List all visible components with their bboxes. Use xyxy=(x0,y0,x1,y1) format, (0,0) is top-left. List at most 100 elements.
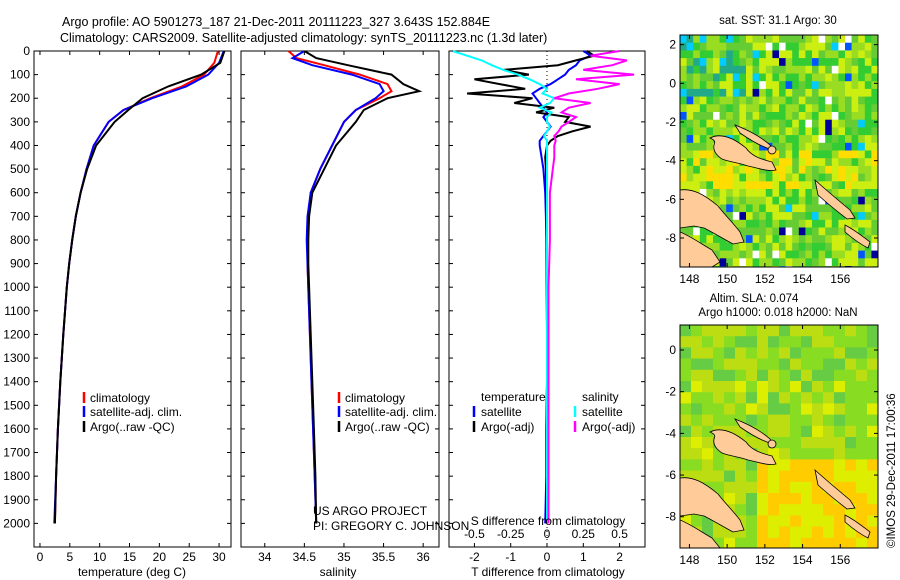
depth-tick-label: 1400 xyxy=(3,375,30,389)
sst-cell xyxy=(693,65,701,74)
sla-cell xyxy=(867,470,878,483)
sst-cell xyxy=(779,204,786,213)
sla-lat-label: -2 xyxy=(665,385,676,399)
sst-cell xyxy=(871,119,878,128)
sla-cell xyxy=(768,325,780,337)
sla-cell xyxy=(702,347,714,359)
sst-cell xyxy=(779,81,786,90)
sst-cell xyxy=(812,104,819,113)
sst-cell xyxy=(719,42,727,51)
sla-cell xyxy=(823,358,835,371)
sst-cell xyxy=(732,212,740,221)
sst-cell xyxy=(858,212,866,221)
sst-cell xyxy=(805,181,813,190)
sst-cell xyxy=(838,158,846,167)
sst-cell xyxy=(779,42,786,51)
sst-cell xyxy=(831,88,839,97)
sst-cell xyxy=(825,250,833,259)
sst-cell xyxy=(785,173,793,182)
sst-cell xyxy=(693,35,701,43)
sla-cell xyxy=(713,470,725,483)
sst-cell xyxy=(831,96,839,105)
sla-cell xyxy=(823,414,835,427)
sst-cell xyxy=(759,150,767,159)
sla-cell xyxy=(724,381,736,393)
sst-cell xyxy=(805,158,813,167)
sst-cell xyxy=(818,127,826,136)
sst-cell xyxy=(798,165,806,174)
sst-cell xyxy=(805,150,813,159)
sla-cell xyxy=(746,358,758,371)
sst-cell xyxy=(772,65,780,74)
sst-cell xyxy=(713,73,720,82)
sst-cell xyxy=(825,104,833,113)
argo-temperature-line xyxy=(53,50,226,524)
sst-cell xyxy=(812,142,819,151)
sla-cell xyxy=(680,392,692,404)
sst-cell xyxy=(713,158,720,167)
sst-cell xyxy=(838,104,846,113)
sst-cell xyxy=(719,258,727,267)
sla-cell xyxy=(834,470,846,483)
sst-cell xyxy=(851,212,859,221)
sst-cell xyxy=(858,181,866,190)
sla-cell xyxy=(823,493,835,505)
sst-cell xyxy=(785,250,793,259)
sst-cell xyxy=(785,96,793,105)
sst-cell xyxy=(765,88,773,97)
sst-cell xyxy=(713,181,720,190)
sla-cell xyxy=(779,414,791,427)
sla-cell xyxy=(735,504,747,516)
sst-cell xyxy=(864,165,872,174)
sst-cell xyxy=(765,58,773,67)
sst-cell xyxy=(713,173,720,182)
difference-x-label-top: S difference from climatology xyxy=(471,514,626,528)
sst-cell xyxy=(831,112,839,120)
sla-cell xyxy=(713,358,725,371)
sst-cell xyxy=(739,189,747,197)
sst-cell xyxy=(713,112,720,120)
sst-cell xyxy=(851,58,859,67)
sst-cell xyxy=(812,189,819,197)
sst-cell xyxy=(798,173,806,182)
sla-cell xyxy=(812,392,824,404)
sst-cell xyxy=(680,58,687,67)
sst-cell xyxy=(792,81,800,90)
sst-cell xyxy=(858,42,866,51)
sst-cell xyxy=(825,42,833,51)
sst-cell xyxy=(798,250,806,259)
sst-cell xyxy=(838,165,846,174)
sst-cell xyxy=(851,88,859,97)
sst-cell xyxy=(805,50,813,59)
sst-cell xyxy=(713,42,720,51)
sst-cell xyxy=(871,235,878,244)
sla-cell xyxy=(724,537,736,548)
sst-cell xyxy=(699,81,707,90)
sst-cell xyxy=(858,112,866,120)
sst-cell xyxy=(699,104,707,113)
difference-x-tick-label: -1 xyxy=(505,550,516,564)
sst-cell xyxy=(699,165,707,174)
sst-cell xyxy=(739,88,747,97)
sst-cell xyxy=(831,35,839,43)
sst-cell xyxy=(838,112,846,120)
sla-cell xyxy=(790,325,802,337)
sst-cell xyxy=(818,204,826,213)
sla-cell xyxy=(812,537,824,548)
sst-cell xyxy=(765,96,773,105)
sst-cell xyxy=(759,196,767,205)
sst-cell xyxy=(864,42,872,51)
sst-cell xyxy=(772,150,780,159)
sst-cell xyxy=(825,219,833,228)
sla-cell xyxy=(790,403,802,415)
sst-cell xyxy=(831,173,839,182)
sst-cell xyxy=(719,181,727,190)
sst-cell xyxy=(845,173,852,182)
sst-cell xyxy=(752,65,760,74)
sst-cell xyxy=(739,73,747,82)
sst-cell xyxy=(732,242,740,251)
sst-cell xyxy=(851,42,859,51)
sst-cell xyxy=(871,173,878,182)
sst-cell xyxy=(851,112,859,120)
sst-cell xyxy=(752,96,760,105)
